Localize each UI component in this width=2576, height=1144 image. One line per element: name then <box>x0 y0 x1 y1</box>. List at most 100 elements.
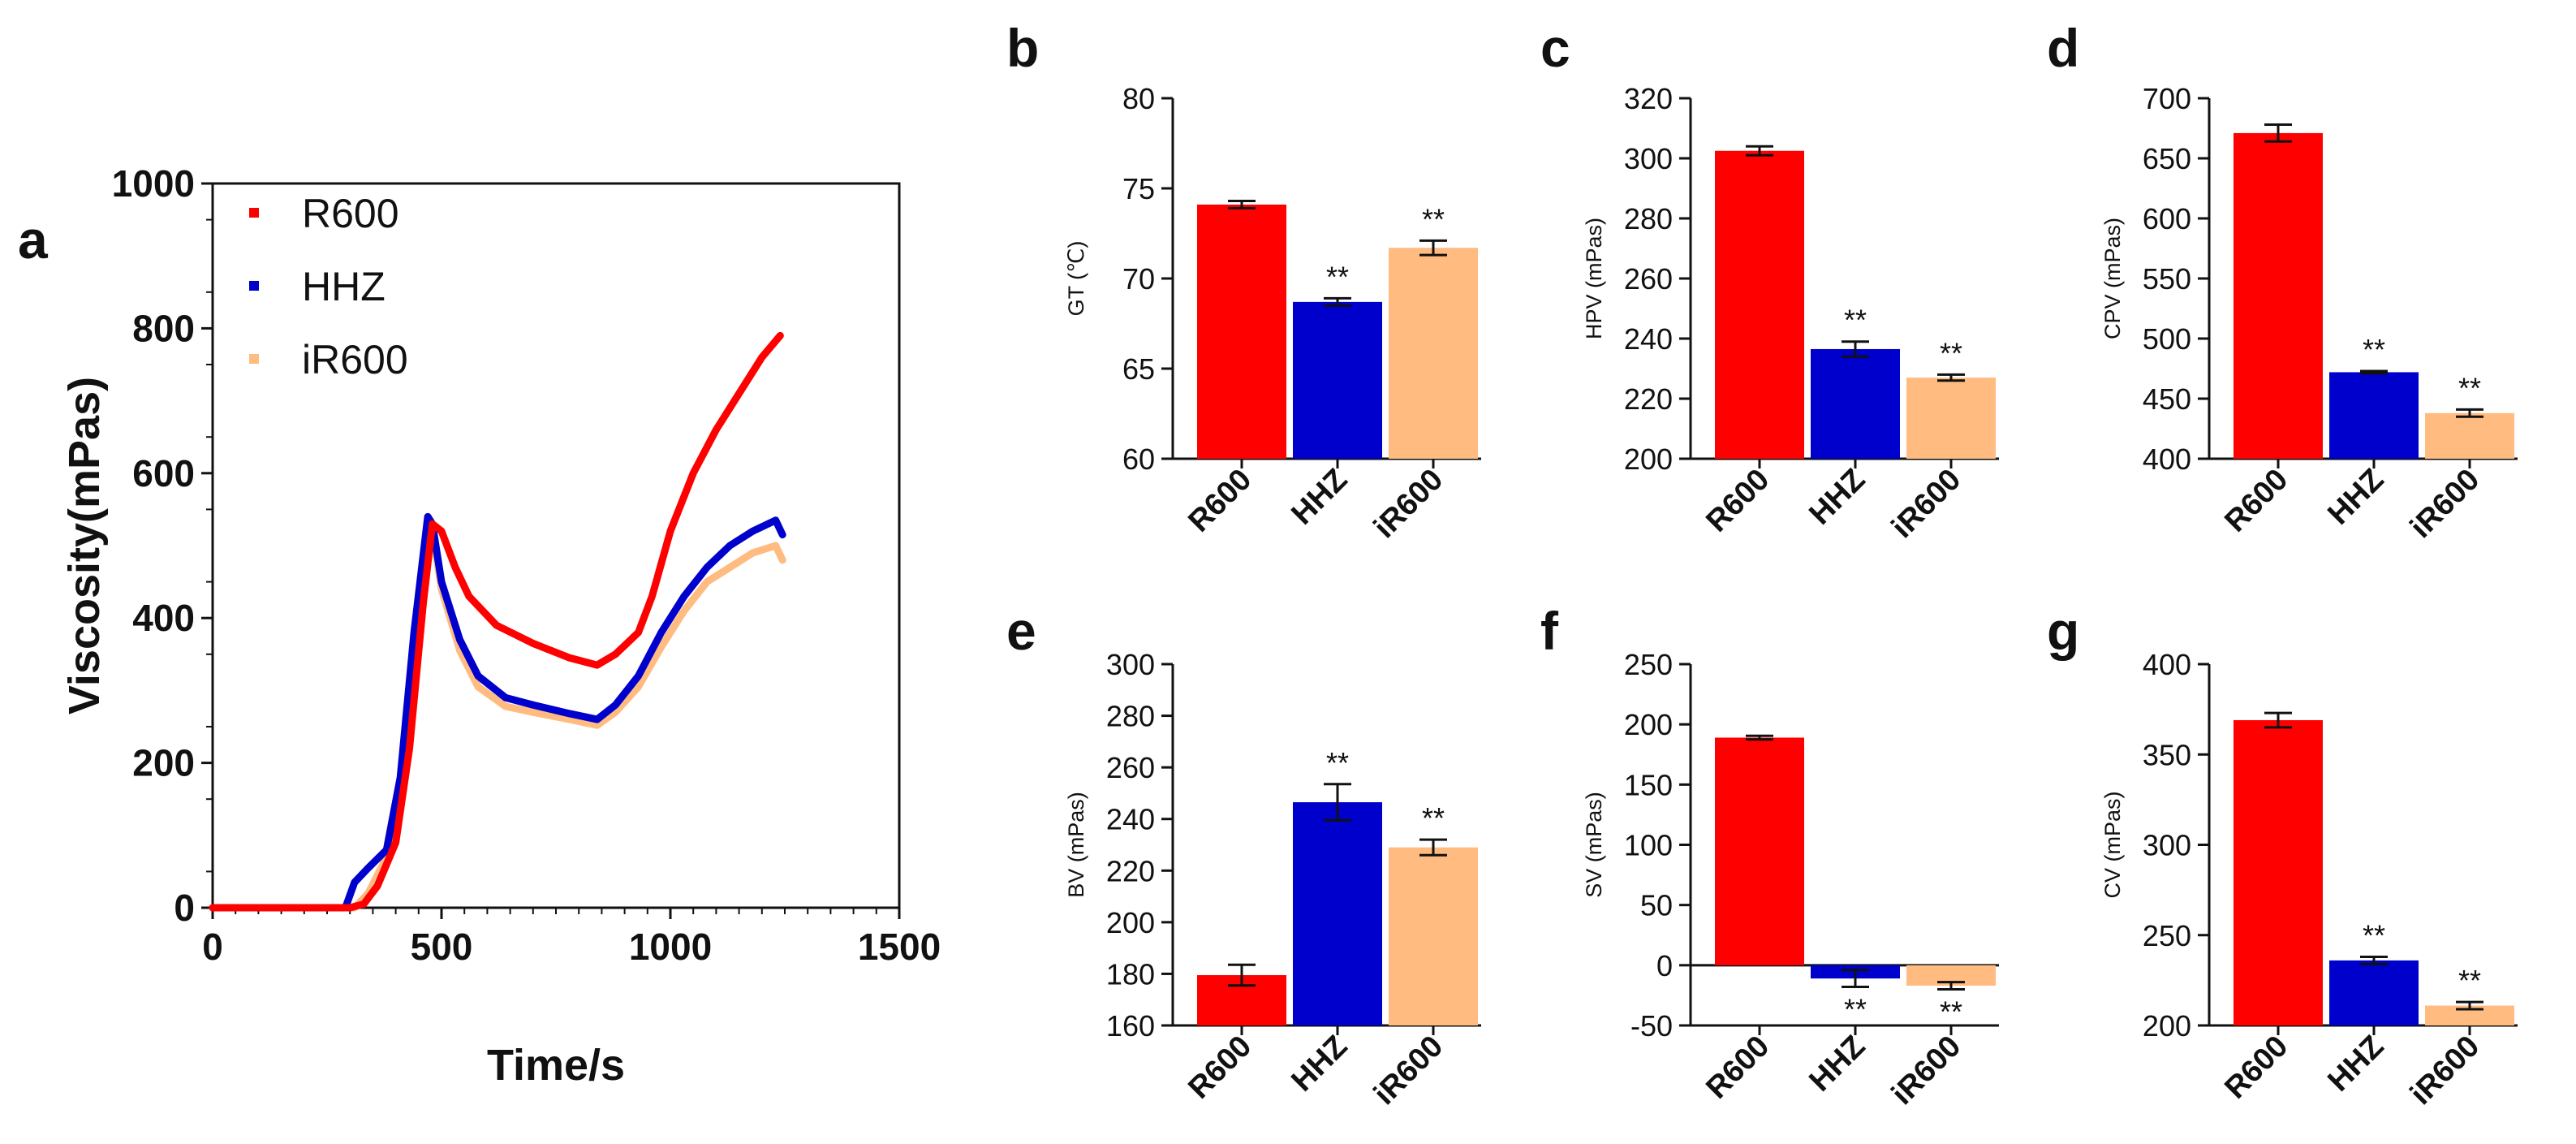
error-bar-R600 <box>1746 734 1773 741</box>
error-bar-R600 <box>1228 963 1256 987</box>
series-line-R600 <box>209 331 784 912</box>
significance-label: ** <box>1844 304 1867 337</box>
y-tick-label: 1000 <box>112 162 195 205</box>
error-bar-HHZ <box>1842 969 1869 989</box>
y-tick-label: 650 <box>2143 142 2191 175</box>
legend-marker-R600 <box>249 208 259 218</box>
error-bar-R600 <box>2264 123 2292 143</box>
y-tick-label: 70 <box>1122 262 1155 296</box>
category-label-R600: R600 <box>1182 463 1258 539</box>
y-tick-label: 220 <box>1106 854 1155 887</box>
panel-a: a 0 200 400 600 800 1000 0 500 1000 1500 Time/s Visc… <box>18 162 941 1090</box>
x-tick-label: 1000 <box>629 926 712 968</box>
y-tick-label: 600 <box>2143 202 2191 235</box>
y-tick-label: 200 <box>1624 442 1673 476</box>
panel-b: b 60 65 70 75 80 GT (℃) R600 HHZ ** iR600 ** <box>1006 18 1481 545</box>
bar-iR600 <box>1389 847 1478 1025</box>
y-tick-label: 150 <box>1624 768 1673 801</box>
category-label-HHZ: HHZ <box>2321 463 2390 532</box>
bar-R600 <box>2234 719 2323 1025</box>
significance-label: ** <box>1940 995 1962 1029</box>
legend-marker-iR600 <box>249 354 259 364</box>
panel-letter-f: f <box>1540 601 1559 661</box>
panel-letter-c: c <box>1540 18 1570 78</box>
y-axis-label: CV (mPas) <box>2100 791 2125 898</box>
y-tick-label: 260 <box>1106 751 1155 784</box>
y-tick-label: 200 <box>1624 708 1673 741</box>
y-tick-label: 80 <box>1122 82 1155 115</box>
panel-d: d 400 450 500 550 600 650 700 CPV (mPas) R600 HHZ *… <box>2047 18 2518 545</box>
bar-iR600 <box>1906 378 1996 459</box>
significance-label: ** <box>1940 336 1962 369</box>
panel-letter-e: e <box>1006 601 1036 661</box>
error-bar-R600 <box>2264 711 2292 729</box>
significance-label: ** <box>1422 801 1445 835</box>
error-bar-iR600 <box>1937 981 1965 991</box>
error-bar-iR600 <box>1937 373 1965 382</box>
panel-letter-a: a <box>18 209 49 270</box>
x-tick-label: 1500 <box>858 926 941 968</box>
y-tick-label: 220 <box>1624 382 1673 416</box>
y-tick-label: 240 <box>1106 803 1155 836</box>
y-axis-label: CPV (mPas) <box>2100 218 2125 339</box>
category-label-HHZ: HHZ <box>1285 1030 1354 1099</box>
legend-marker-HHZ <box>249 281 259 291</box>
y-tick-label: 65 <box>1122 352 1155 386</box>
series-line-HHZ <box>209 512 786 912</box>
y-axis-label: HPV (mPas) <box>1582 218 1606 339</box>
bar-iR600 <box>2425 412 2514 459</box>
y-tick-label: 550 <box>2143 262 2191 296</box>
panel-e: e 160 180 200 220 240 260 280 300 BV (mPas) R600 HH… <box>1006 601 1481 1112</box>
y-tick-label: 250 <box>1624 648 1673 681</box>
panel-letter-g: g <box>2047 601 2079 661</box>
y-tick-label: 600 <box>132 452 195 494</box>
x-tick-label: 0 <box>202 926 223 968</box>
y-tick-label: 60 <box>1122 442 1155 476</box>
bar-R600 <box>1715 150 1804 459</box>
error-bar-HHZ <box>1324 783 1351 822</box>
bar-HHZ <box>2329 960 2419 1025</box>
y-tick-label: 450 <box>2143 382 2191 416</box>
y-tick-label: 200 <box>132 742 195 784</box>
error-bar-HHZ <box>1842 340 1869 358</box>
category-label-HHZ: HHZ <box>1803 463 1872 532</box>
category-label-iR600: iR600 <box>1885 1030 1967 1112</box>
bar-R600 <box>2234 132 2323 460</box>
error-bar-HHZ <box>1324 296 1351 307</box>
category-label-R600: R600 <box>2218 463 2294 539</box>
y-tick-label: 300 <box>1624 142 1673 175</box>
error-bar-iR600 <box>2456 408 2483 418</box>
y-tick-label: 280 <box>1106 700 1155 733</box>
bar-HHZ <box>2329 372 2419 459</box>
y-axis-label: SV (mPas) <box>1582 792 1606 898</box>
bar-R600 <box>1197 204 1286 460</box>
category-label-R600: R600 <box>2218 1030 2294 1106</box>
y-tick-label: 0 <box>174 887 195 929</box>
bar-HHZ <box>1293 802 1382 1025</box>
y-tick-label: 400 <box>2143 648 2191 681</box>
category-label-iR600: iR600 <box>2404 1030 2486 1112</box>
legend-label-R600: R600 <box>302 191 399 236</box>
error-bar-R600 <box>1746 145 1773 157</box>
bar-iR600 <box>1389 248 1478 459</box>
y-tick-label: 500 <box>2143 322 2191 356</box>
bar-HHZ <box>1293 301 1382 459</box>
category-label-HHZ: HHZ <box>2321 1030 2390 1099</box>
error-bar-HHZ <box>2360 955 2388 965</box>
y-tick-label: 400 <box>132 597 195 639</box>
y-axis-label: BV (mPas) <box>1064 792 1088 898</box>
significance-label: ** <box>1422 202 1445 235</box>
y-tick-label: 300 <box>2143 829 2191 862</box>
category-label-iR600: iR600 <box>1368 1030 1450 1112</box>
y-tick-label: 0 <box>1656 949 1673 982</box>
error-bar-R600 <box>1228 200 1256 209</box>
category-label-R600: R600 <box>1699 1030 1776 1106</box>
y-tick-label: 280 <box>1624 202 1673 235</box>
category-label-iR600: iR600 <box>1368 463 1450 545</box>
error-bar-HHZ <box>2360 369 2388 375</box>
legend-label-HHZ: HHZ <box>302 264 386 309</box>
y-tick-label: 50 <box>1640 889 1673 922</box>
category-label-iR600: iR600 <box>2404 463 2486 545</box>
panel-g: g 200 250 300 350 400 CV (mPas) R600 HHZ ** iR600 *… <box>2047 601 2518 1112</box>
